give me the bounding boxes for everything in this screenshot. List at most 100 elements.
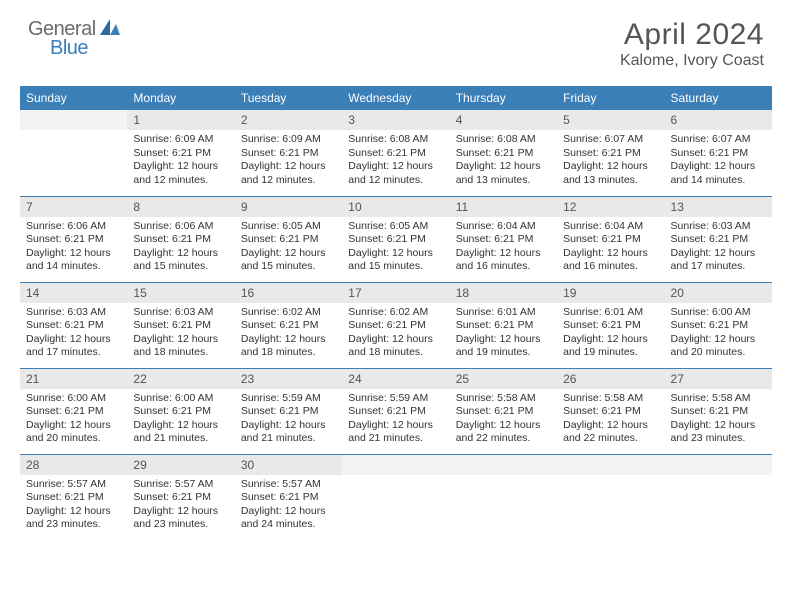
day-number: 12 (557, 197, 664, 217)
sunset-line: Sunset: 6:21 PM (348, 319, 443, 333)
daylight-line: Daylight: 12 hours and 21 minutes. (133, 419, 228, 446)
day-details: Sunrise: 6:03 AMSunset: 6:21 PMDaylight:… (665, 217, 772, 281)
day-number: 30 (235, 455, 342, 475)
day-number: 15 (127, 283, 234, 303)
day-details: Sunrise: 6:08 AMSunset: 6:21 PMDaylight:… (342, 130, 449, 194)
sunset-line: Sunset: 6:21 PM (133, 233, 228, 247)
calendar-cell: 16Sunrise: 6:02 AMSunset: 6:21 PMDayligh… (235, 282, 342, 368)
calendar-cell: 15Sunrise: 6:03 AMSunset: 6:21 PMDayligh… (127, 282, 234, 368)
weekday-header: Tuesday (235, 86, 342, 110)
sunset-line: Sunset: 6:21 PM (563, 405, 658, 419)
daylight-line: Daylight: 12 hours and 13 minutes. (456, 160, 551, 187)
calendar-table: SundayMondayTuesdayWednesdayThursdayFrid… (20, 86, 772, 540)
sunrise-line: Sunrise: 6:02 AM (348, 306, 443, 320)
daylight-line: Daylight: 12 hours and 19 minutes. (456, 333, 551, 360)
sunrise-line: Sunrise: 6:06 AM (133, 220, 228, 234)
sunrise-line: Sunrise: 6:05 AM (348, 220, 443, 234)
day-details: Sunrise: 6:04 AMSunset: 6:21 PMDaylight:… (557, 217, 664, 281)
sunrise-line: Sunrise: 6:03 AM (133, 306, 228, 320)
day-number: 10 (342, 197, 449, 217)
sunrise-line: Sunrise: 6:03 AM (671, 220, 766, 234)
calendar-row: 7Sunrise: 6:06 AMSunset: 6:21 PMDaylight… (20, 196, 772, 282)
calendar-cell: 28Sunrise: 5:57 AMSunset: 6:21 PMDayligh… (20, 454, 127, 540)
weekday-header: Sunday (20, 86, 127, 110)
calendar-cell: 26Sunrise: 5:58 AMSunset: 6:21 PMDayligh… (557, 368, 664, 454)
calendar-cell: 9Sunrise: 6:05 AMSunset: 6:21 PMDaylight… (235, 196, 342, 282)
calendar-cell (450, 454, 557, 540)
day-number: 1 (127, 110, 234, 130)
weekday-header: Thursday (450, 86, 557, 110)
day-details: Sunrise: 5:57 AMSunset: 6:21 PMDaylight:… (127, 475, 234, 539)
day-number: 3 (342, 110, 449, 130)
sunrise-line: Sunrise: 6:09 AM (133, 133, 228, 147)
daylight-line: Daylight: 12 hours and 17 minutes. (26, 333, 121, 360)
logo: General Blue (28, 18, 120, 60)
calendar-cell: 2Sunrise: 6:09 AMSunset: 6:21 PMDaylight… (235, 110, 342, 196)
day-number: 2 (235, 110, 342, 130)
sunset-line: Sunset: 6:21 PM (133, 405, 228, 419)
sunset-line: Sunset: 6:21 PM (671, 147, 766, 161)
day-details: Sunrise: 6:00 AMSunset: 6:21 PMDaylight:… (20, 389, 127, 453)
sunrise-line: Sunrise: 6:08 AM (348, 133, 443, 147)
day-details: Sunrise: 6:01 AMSunset: 6:21 PMDaylight:… (557, 303, 664, 367)
day-details: Sunrise: 6:08 AMSunset: 6:21 PMDaylight:… (450, 130, 557, 194)
daylight-line: Daylight: 12 hours and 23 minutes. (671, 419, 766, 446)
sunset-line: Sunset: 6:21 PM (241, 147, 336, 161)
sunset-line: Sunset: 6:21 PM (241, 405, 336, 419)
day-details: Sunrise: 5:57 AMSunset: 6:21 PMDaylight:… (20, 475, 127, 539)
weekday-header: Saturday (665, 86, 772, 110)
calendar-cell: 3Sunrise: 6:08 AMSunset: 6:21 PMDaylight… (342, 110, 449, 196)
day-number: 14 (20, 283, 127, 303)
sunset-line: Sunset: 6:21 PM (133, 319, 228, 333)
day-details: Sunrise: 6:01 AMSunset: 6:21 PMDaylight:… (450, 303, 557, 367)
day-details: Sunrise: 6:00 AMSunset: 6:21 PMDaylight:… (665, 303, 772, 367)
calendar-row: 1Sunrise: 6:09 AMSunset: 6:21 PMDaylight… (20, 110, 772, 196)
day-number-empty (450, 455, 557, 475)
calendar-cell: 13Sunrise: 6:03 AMSunset: 6:21 PMDayligh… (665, 196, 772, 282)
sunset-line: Sunset: 6:21 PM (26, 233, 121, 247)
sunrise-line: Sunrise: 6:08 AM (456, 133, 551, 147)
sunrise-line: Sunrise: 6:01 AM (456, 306, 551, 320)
day-details: Sunrise: 6:04 AMSunset: 6:21 PMDaylight:… (450, 217, 557, 281)
day-details: Sunrise: 5:59 AMSunset: 6:21 PMDaylight:… (235, 389, 342, 453)
calendar-row: 14Sunrise: 6:03 AMSunset: 6:21 PMDayligh… (20, 282, 772, 368)
daylight-line: Daylight: 12 hours and 21 minutes. (348, 419, 443, 446)
calendar-cell: 30Sunrise: 5:57 AMSunset: 6:21 PMDayligh… (235, 454, 342, 540)
day-details: Sunrise: 5:58 AMSunset: 6:21 PMDaylight:… (557, 389, 664, 453)
day-number: 29 (127, 455, 234, 475)
sunrise-line: Sunrise: 5:59 AM (241, 392, 336, 406)
sunset-line: Sunset: 6:21 PM (348, 147, 443, 161)
day-details: Sunrise: 6:09 AMSunset: 6:21 PMDaylight:… (127, 130, 234, 194)
day-number: 25 (450, 369, 557, 389)
day-number: 23 (235, 369, 342, 389)
calendar-cell (342, 454, 449, 540)
daylight-line: Daylight: 12 hours and 18 minutes. (241, 333, 336, 360)
calendar-cell (20, 110, 127, 196)
day-number: 26 (557, 369, 664, 389)
daylight-line: Daylight: 12 hours and 12 minutes. (348, 160, 443, 187)
day-number: 18 (450, 283, 557, 303)
sunrise-line: Sunrise: 6:02 AM (241, 306, 336, 320)
day-number: 27 (665, 369, 772, 389)
sunrise-line: Sunrise: 6:00 AM (671, 306, 766, 320)
day-number: 17 (342, 283, 449, 303)
sunset-line: Sunset: 6:21 PM (671, 405, 766, 419)
day-number-empty (20, 110, 127, 130)
calendar-cell (557, 454, 664, 540)
day-details: Sunrise: 6:09 AMSunset: 6:21 PMDaylight:… (235, 130, 342, 194)
daylight-line: Daylight: 12 hours and 16 minutes. (563, 247, 658, 274)
sunset-line: Sunset: 6:21 PM (671, 233, 766, 247)
sunset-line: Sunset: 6:21 PM (133, 491, 228, 505)
sunset-line: Sunset: 6:21 PM (563, 233, 658, 247)
day-number: 6 (665, 110, 772, 130)
daylight-line: Daylight: 12 hours and 14 minutes. (671, 160, 766, 187)
daylight-line: Daylight: 12 hours and 22 minutes. (456, 419, 551, 446)
sunrise-line: Sunrise: 5:57 AM (133, 478, 228, 492)
day-number: 16 (235, 283, 342, 303)
day-details: Sunrise: 6:05 AMSunset: 6:21 PMDaylight:… (235, 217, 342, 281)
calendar-cell: 18Sunrise: 6:01 AMSunset: 6:21 PMDayligh… (450, 282, 557, 368)
page-title: April 2024 (620, 18, 764, 52)
day-number: 8 (127, 197, 234, 217)
day-number: 24 (342, 369, 449, 389)
day-details: Sunrise: 6:06 AMSunset: 6:21 PMDaylight:… (20, 217, 127, 281)
